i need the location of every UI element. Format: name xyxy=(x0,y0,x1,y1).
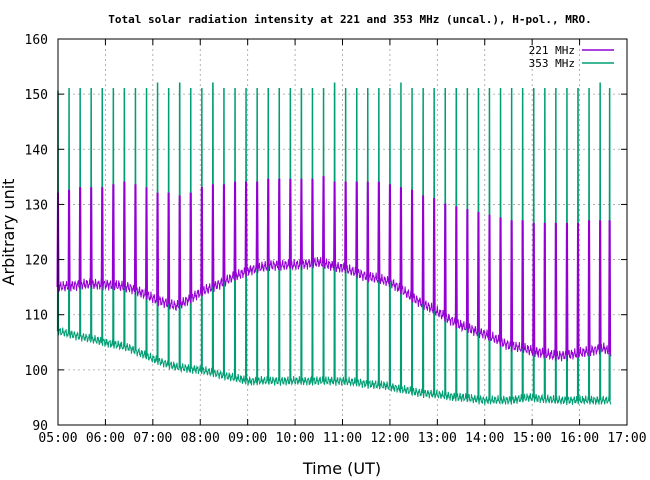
plot-frame xyxy=(57,38,628,426)
x-tick-label: 11:00 xyxy=(323,431,362,446)
spike-221 xyxy=(399,187,403,290)
spike-221 xyxy=(465,209,469,328)
x-tick-label: 13:00 xyxy=(418,431,457,446)
spike-221 xyxy=(421,195,425,304)
y-tick-label: 90 xyxy=(32,419,48,434)
grid-lines xyxy=(58,39,627,425)
spike-221 xyxy=(233,181,237,277)
spike-221 xyxy=(410,189,414,298)
spike-221 xyxy=(510,220,514,346)
spike-221 xyxy=(476,211,480,332)
spike-221 xyxy=(178,195,182,305)
spike-221 xyxy=(167,192,171,304)
spike-221 xyxy=(333,181,337,267)
spike-221 xyxy=(499,217,503,342)
spike-221 xyxy=(355,181,359,273)
spike-221 xyxy=(554,222,558,357)
legend-label-221: 221 MHz xyxy=(529,44,575,57)
y-tick-label: 120 xyxy=(25,254,48,269)
spike-221 xyxy=(133,184,137,291)
x-tick-label: 08:00 xyxy=(181,431,220,446)
x-tick-label: 06:00 xyxy=(86,431,125,446)
spike-221 xyxy=(145,187,148,296)
spike-221 xyxy=(288,178,292,266)
spike-221 xyxy=(443,203,447,317)
spike-221 xyxy=(89,187,93,285)
spike-221 xyxy=(454,206,458,324)
y-tick-label: 130 xyxy=(25,198,48,213)
spike-221 xyxy=(311,178,314,264)
spike-221 xyxy=(587,220,591,352)
x-tick-label: 12:00 xyxy=(370,431,409,446)
spike-221 xyxy=(189,192,193,299)
y-tick-label: 160 xyxy=(25,33,48,48)
spike-221 xyxy=(565,222,569,355)
spike-221 xyxy=(266,178,270,266)
axis-ticks: 05:00 06:00 07:00 08:00 09:00 10:00 11:00 12:00… xyxy=(25,33,647,446)
spike-221 xyxy=(78,187,82,285)
spike-221 xyxy=(111,184,115,286)
spike-221 xyxy=(299,178,303,265)
spike-221 xyxy=(200,187,204,292)
spike-221 xyxy=(344,181,348,269)
y-tick-label: 110 xyxy=(25,309,48,324)
spike-221 xyxy=(388,184,392,282)
y-tick-label: 100 xyxy=(25,364,48,379)
x-tick-label: 07:00 xyxy=(133,431,172,446)
y-tick-label: 140 xyxy=(25,143,48,158)
y-tick-label: 150 xyxy=(25,88,48,103)
x-tick-label: 05:00 xyxy=(38,431,77,446)
spike-221 xyxy=(543,222,547,354)
legend: 221 MHz 353 MHz xyxy=(529,44,614,70)
x-axis-label: Time (UT) xyxy=(302,459,381,478)
legend-label-353: 353 MHz xyxy=(529,57,575,70)
spike-221 xyxy=(532,222,536,351)
spike-221 xyxy=(366,181,370,277)
x-tick-label: 09:00 xyxy=(228,431,267,446)
spike-221 xyxy=(100,187,104,285)
spike-221 xyxy=(244,181,248,272)
spike-221 xyxy=(608,220,612,353)
chart-title: Total solar radiation intensity at 221 a… xyxy=(108,13,591,26)
spike-221 xyxy=(67,189,71,286)
x-tick-label: 14:00 xyxy=(465,431,504,446)
spike-221 xyxy=(255,181,259,269)
spike-221 xyxy=(322,176,325,264)
series-layer xyxy=(56,82,612,406)
x-tick-label: 17:00 xyxy=(607,431,646,446)
spike-221 xyxy=(576,222,580,354)
spike-221 xyxy=(156,192,160,300)
spike-221 xyxy=(277,178,281,266)
spike-221 xyxy=(222,184,226,282)
x-tick-label: 10:00 xyxy=(276,431,315,446)
spike-221 xyxy=(598,220,602,349)
spike-221 xyxy=(122,181,126,287)
x-tick-label: 16:00 xyxy=(560,431,599,446)
spike-221 xyxy=(211,184,215,287)
spike-221 xyxy=(432,198,436,311)
x-tick-label: 15:00 xyxy=(513,431,552,446)
spike-221 xyxy=(488,214,491,337)
spike-221 xyxy=(377,181,381,280)
y-axis-label: Arbitrary unit xyxy=(0,179,18,286)
spike-221 xyxy=(521,220,525,349)
